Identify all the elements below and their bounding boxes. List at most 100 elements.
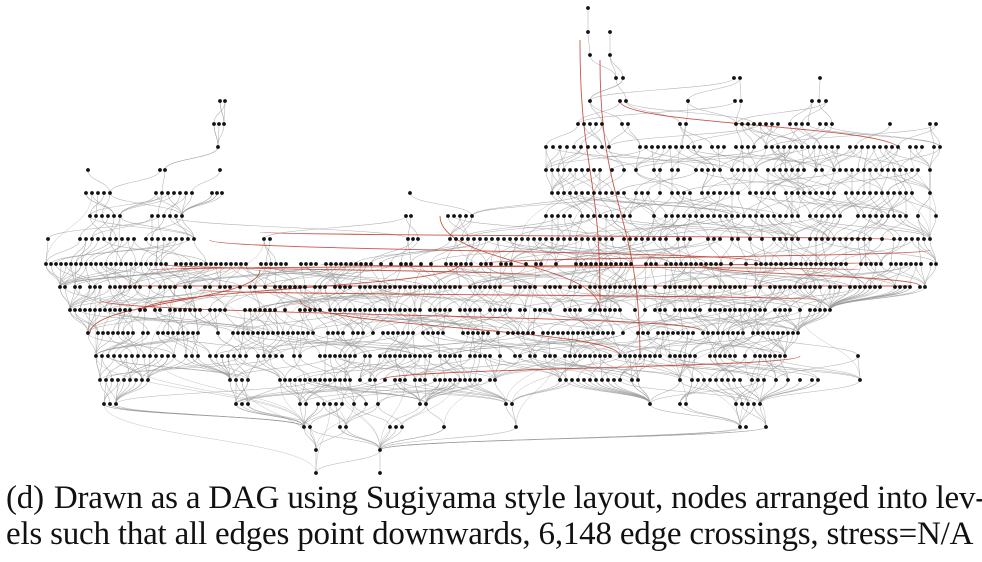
graph-node [820, 214, 824, 218]
graph-node [318, 378, 322, 382]
graph-edge [505, 332, 579, 405]
graph-edge [881, 169, 889, 194]
graph-edge [89, 192, 169, 217]
graph-node [766, 214, 770, 218]
graph-node [862, 214, 866, 218]
graph-edge [315, 426, 347, 451]
graph-edge [589, 286, 636, 311]
graph-node [246, 402, 250, 406]
graph-node [493, 285, 497, 289]
graph-edge [869, 192, 883, 217]
graph-node [511, 331, 515, 335]
graph-node [259, 262, 263, 266]
graph-node [551, 145, 555, 149]
graph-node [544, 214, 548, 218]
graph-node [754, 214, 758, 218]
graph-edge [101, 332, 134, 357]
graph-node [313, 308, 317, 312]
graph-edge [649, 355, 681, 381]
graph-node [328, 378, 332, 382]
graph-node [640, 191, 644, 195]
graph-node [513, 285, 517, 289]
graph-node [558, 145, 562, 149]
graph-node [466, 237, 470, 241]
graph-edge [407, 238, 412, 265]
graph-edge [159, 286, 166, 311]
graph-node [188, 308, 192, 312]
graph-node [388, 425, 392, 429]
graph-edge [242, 309, 246, 334]
graph-edge [50, 238, 189, 265]
graph-node [324, 262, 328, 266]
graph-node [218, 99, 222, 103]
graph-edge [695, 146, 725, 171]
graph-node [84, 262, 88, 266]
graph-node [824, 145, 828, 149]
graph-edge [735, 403, 741, 428]
graph-node [363, 354, 367, 358]
graph-edge [474, 332, 499, 357]
graph-edge [419, 286, 441, 311]
graph-node [399, 262, 403, 266]
graph-edge [233, 355, 249, 381]
graph-node [340, 402, 344, 406]
graph-edge [819, 286, 831, 311]
graph-node [712, 191, 716, 195]
graph-node [671, 331, 675, 335]
graph-node [591, 331, 595, 335]
graph-edge [813, 146, 817, 171]
graph-node [766, 191, 770, 195]
graph-node [578, 285, 582, 289]
graph-node [629, 262, 633, 266]
graph-node [783, 308, 787, 312]
graph-node [244, 262, 248, 266]
graph-edge [114, 309, 264, 334]
graph-edge [304, 355, 476, 381]
graph-edge [459, 215, 469, 240]
graph-node [215, 191, 219, 195]
graph-node [684, 402, 688, 406]
graph-edge [90, 263, 121, 288]
graph-edge [105, 355, 241, 381]
graph-edge [623, 215, 655, 240]
graph-node [518, 308, 522, 312]
graph-node [551, 331, 555, 335]
graph-node [388, 285, 392, 289]
graph-node [369, 262, 373, 266]
graph-edge [587, 238, 597, 265]
graph-node [283, 308, 287, 312]
graph-node [874, 191, 878, 195]
graph-edge [112, 309, 126, 334]
graph-edge [494, 379, 507, 405]
graph-edge [119, 192, 157, 217]
graph-node [571, 331, 575, 335]
graph-edge [557, 332, 581, 357]
graph-node [904, 214, 908, 218]
graph-node [94, 262, 98, 266]
graph-edge [372, 309, 441, 334]
graph-node [333, 354, 337, 358]
graph-edge [699, 309, 719, 334]
figure-caption: (d) Drawn as a DAG using Sugiyama style l… [6, 480, 982, 552]
graph-node [176, 331, 180, 335]
graph-node [503, 308, 507, 312]
graph-node [592, 191, 596, 195]
graph-edge [644, 286, 746, 311]
graph-node [112, 354, 116, 358]
graph-node [738, 425, 742, 429]
graph-node [688, 308, 692, 312]
graph-edge [731, 238, 762, 265]
graph-edge [414, 263, 422, 288]
graph-node [580, 168, 584, 172]
graph-node [892, 214, 896, 218]
graph-node [768, 354, 772, 358]
graph-node [872, 145, 876, 149]
graph-node [96, 237, 100, 241]
graph-node [766, 331, 770, 335]
graph-node [114, 237, 118, 241]
graph-node [256, 331, 260, 335]
graph-edge [274, 263, 277, 288]
graph-node [453, 378, 457, 382]
graph-node [630, 378, 634, 382]
graph-node [898, 168, 902, 172]
